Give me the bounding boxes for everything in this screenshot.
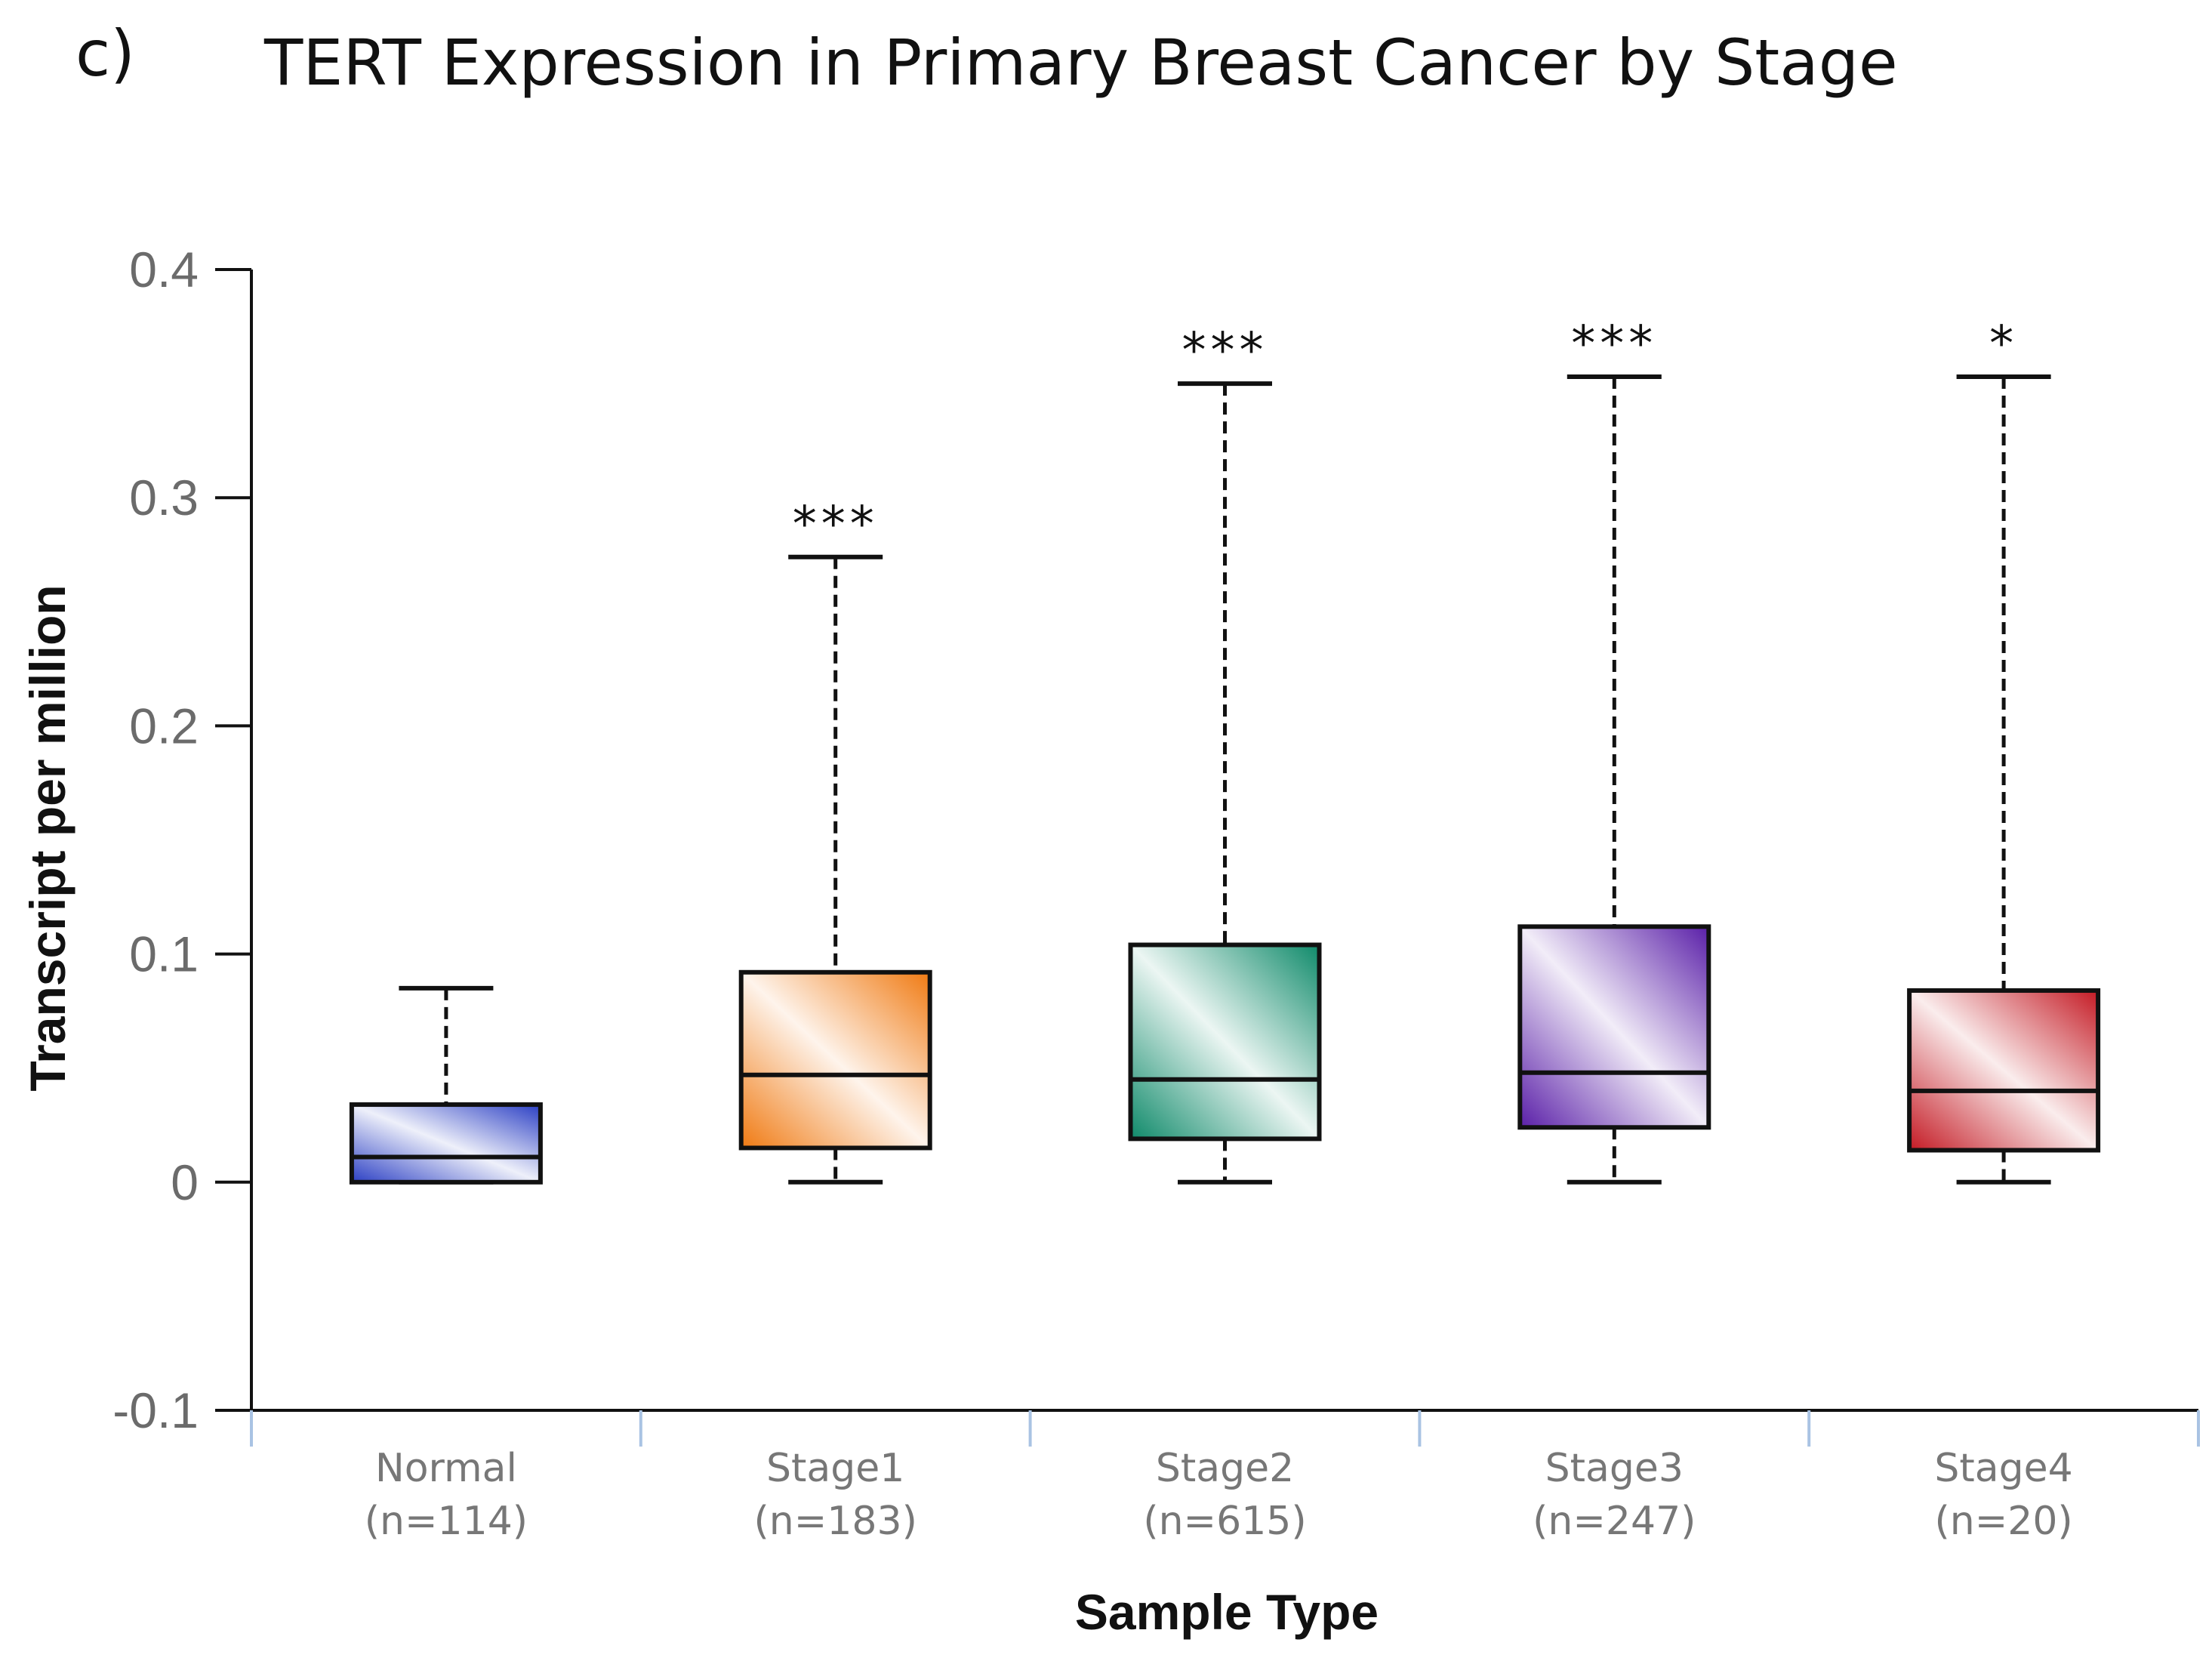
- box-iqr: [1128, 942, 1322, 1142]
- box-group-stage3: *** Stage3 (n=247): [1517, 316, 1711, 1544]
- chart-title: TERT Expression in Primary Breast Cancer…: [263, 26, 1898, 100]
- x-tick-label: Normal: [375, 1446, 517, 1491]
- y-axis-label: Transcript per million: [20, 584, 75, 1091]
- x-tick-sample-size: (n=247): [1533, 1499, 1696, 1544]
- significance-label: ***: [1182, 323, 1268, 379]
- box-iqr: [738, 969, 932, 1151]
- box-group-stage4: * Stage4 (n=20): [1907, 316, 2101, 1544]
- box-group-stage1: *** Stage1 (n=183): [738, 497, 932, 1544]
- x-tick-label: Stage3: [1545, 1446, 1684, 1491]
- x-tick-label: Stage2: [1156, 1446, 1294, 1491]
- panel-label: c): [75, 17, 135, 91]
- box-iqr: [349, 1102, 543, 1185]
- box-group-normal: Normal (n=114): [349, 985, 543, 1544]
- x-tick-sample-size: (n=183): [754, 1499, 917, 1544]
- axes: -0.1 0 0.1 0.2 0.3 0.4: [112, 242, 2200, 1447]
- y-tick-label: -0.1: [112, 1382, 199, 1438]
- significance-label: *: [1989, 316, 2018, 372]
- box-iqr: [1517, 924, 1711, 1130]
- significance-label: ***: [1571, 316, 1657, 372]
- y-tick-label: 0.2: [129, 698, 199, 753]
- x-tick-sample-size: (n=615): [1143, 1499, 1306, 1544]
- x-tick-sample-size: (n=20): [1934, 1499, 2072, 1544]
- box-group-stage2: *** Stage2 (n=615): [1128, 323, 1322, 1544]
- significance-label: ***: [793, 497, 879, 553]
- y-tick-label: 0: [171, 1154, 199, 1210]
- y-tick-label: 0.4: [129, 242, 199, 297]
- x-tick-label: Stage4: [1934, 1446, 2072, 1491]
- x-axis-label: Sample Type: [1075, 1584, 1379, 1640]
- y-tick-label: 0.3: [129, 470, 199, 525]
- y-tick-label: 0.1: [129, 926, 199, 982]
- box-iqr: [1907, 988, 2101, 1153]
- x-tick-sample-size: (n=114): [365, 1499, 528, 1544]
- x-tick-label: Stage1: [766, 1446, 904, 1491]
- boxes: Normal (n=114) *** Stage1 (n=183) *** Stage2 (n…: [349, 316, 2101, 1544]
